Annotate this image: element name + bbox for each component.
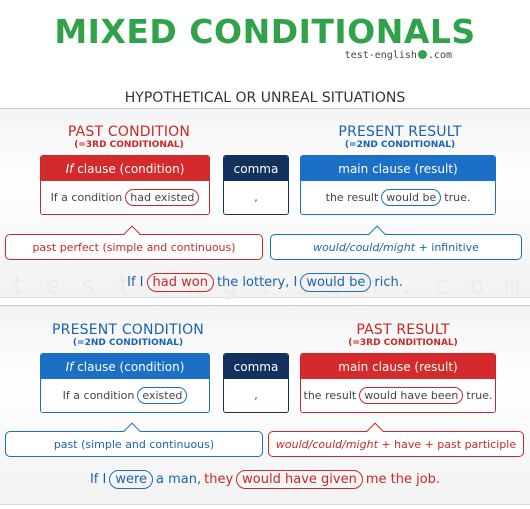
past-simple-note: past (simple and continuous) [5,431,263,457]
page-title: MIXED CONDITIONALS [0,12,530,51]
main-clause-body: the result would be true. [301,181,495,214]
body-text: If a condition [63,389,135,402]
note-text: + infinitive [419,241,479,254]
check-icon [418,50,427,59]
header-rest: clause (condition) [77,162,184,176]
if-clause-header: If clause (condition) [41,354,209,379]
heading-text: PRESENT CONDITION [40,322,216,338]
verb-pill: had existed [125,189,199,206]
if-clause-box: If clause (condition) If a condition exis… [40,353,210,413]
heading-sub: (=3RD CONDITIONAL) [315,338,491,348]
note-italic: would/could/might [313,241,415,254]
example-pill: would have given [236,470,363,489]
example-pill: were [109,470,153,489]
subtitle: HYPOTHETICAL OR UNREAL SITUATIONS [0,90,530,106]
verb-pill: would be [381,189,441,206]
example-word: If I [127,275,143,290]
comma-header: comma [224,354,288,379]
main-clause-header: main clause (result) [301,354,495,379]
heading-text: PAST CONDITION [44,124,214,140]
verb-pill: would have been [359,387,463,404]
example-pill: had won [147,273,214,292]
comma-body: , [224,379,288,412]
present-result-heading: PRESENT RESULT (=2ND CONDITIONAL) [315,124,485,150]
main-clause-box: main clause (result) the result would hav… [300,353,496,413]
body-text-end: true. [444,191,470,204]
if-clause-box: If clause (condition) If a condition had … [40,155,210,215]
if-word: If [66,162,74,176]
example-word: me the job. [366,472,440,487]
body-text: the result [304,389,357,402]
note-text: past perfect (simple and continuous) [32,241,235,254]
main-clause-box: main clause (result) the result would be t… [300,155,496,215]
example-word: rich. [374,275,402,290]
present-condition-heading: PRESENT CONDITION (=2ND CONDITIONAL) [40,322,216,348]
if-clause-header: If clause (condition) [41,156,209,181]
heading-sub: (=2ND CONDITIONAL) [315,140,485,150]
example-pill: would be [300,273,371,292]
body-text: If a condition [51,191,123,204]
comma-header: comma [224,156,288,181]
heading-sub: (=2ND CONDITIONAL) [40,338,216,348]
site-name: test-english [345,50,417,61]
example-sentence-2: If I were a man, they would have given m… [0,470,530,489]
past-condition-heading: PAST CONDITION (=3RD CONDITIONAL) [44,124,214,150]
past-result-heading: PAST RESULT (=3RD CONDITIONAL) [315,322,491,348]
note-italic: would/could/might [276,438,378,451]
main-clause-body: the result would have been true. [301,379,495,412]
site-domain: .com [428,50,452,61]
example-word: If I [90,472,106,487]
comma-body: , [224,181,288,214]
verb-pill: existed [137,387,187,404]
if-word: If [66,360,74,374]
body-text: the result [326,191,379,204]
note-text: + have + past participle [381,438,516,451]
example-sentence-1: If I had won the lottery, I would be ric… [0,273,530,292]
note-text: past (simple and continuous) [54,438,214,451]
heading-text: PRESENT RESULT [315,124,485,140]
comma-box: comma , [223,155,289,215]
heading-text: PAST RESULT [315,322,491,338]
if-clause-body: If a condition had existed [41,181,209,214]
modal-infinitive-note: would/could/might + infinitive [270,234,522,260]
body-text-end: true. [466,389,492,402]
heading-sub: (=3RD CONDITIONAL) [44,140,214,150]
example-word: the lottery, I [217,275,297,290]
header-rest: clause (condition) [77,360,184,374]
example-word: they [204,472,233,487]
comma-box: comma , [223,353,289,413]
site-logo: test-english .com [345,50,452,61]
example-word: a man, [156,472,201,487]
past-perfect-note: past perfect (simple and continuous) [5,234,263,260]
main-clause-header: main clause (result) [301,156,495,181]
modal-participle-note: would/could/might + have + past particip… [268,431,524,457]
if-clause-body: If a condition existed [41,379,209,412]
